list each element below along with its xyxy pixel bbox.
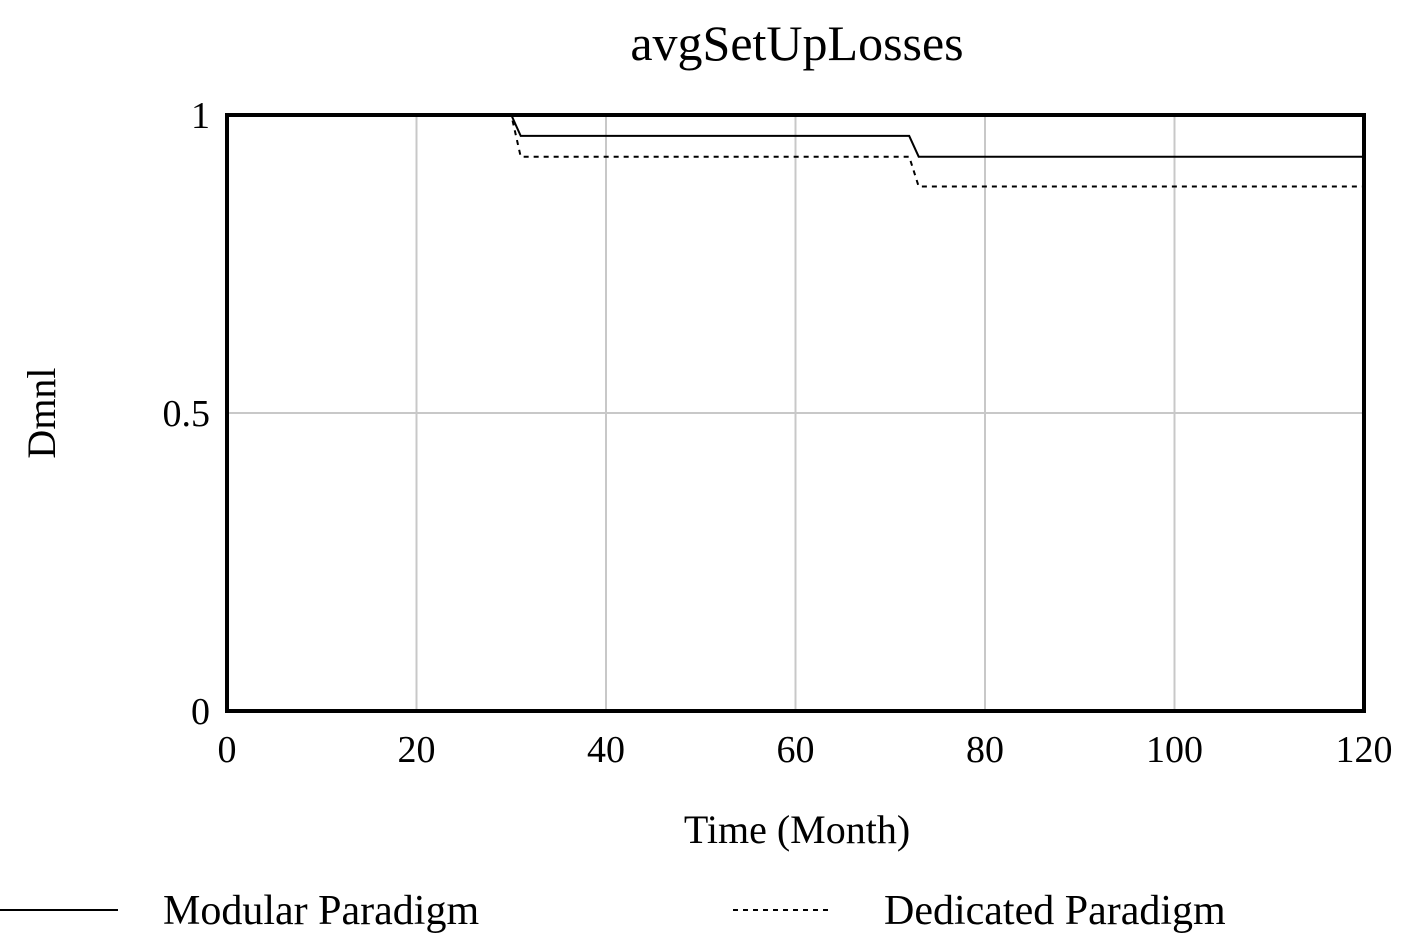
y-tick-label: 0.5 <box>163 393 211 435</box>
legend-label: Dedicated Paradigm <box>884 888 1226 934</box>
y-axis-label: Dmnl <box>19 367 64 458</box>
x-tick-label: 100 <box>1146 729 1203 771</box>
x-tick-label: 0 <box>218 729 237 771</box>
legend-label: Modular Paradigm <box>163 888 479 934</box>
x-tick-label: 80 <box>966 729 1004 771</box>
x-tick-label: 120 <box>1336 729 1393 771</box>
plot-frame <box>225 113 1366 713</box>
x-tick-label: 20 <box>398 729 436 771</box>
y-axis-ticks: 00.51 <box>163 95 211 733</box>
x-axis-label: Time (Month) <box>684 807 910 852</box>
y-tick-label: 0 <box>191 691 210 733</box>
x-tick-label: 40 <box>587 729 625 771</box>
y-tick-label: 1 <box>191 95 210 137</box>
x-tick-label: 60 <box>777 729 815 771</box>
legend: Modular Paradigm Dedicated Paradigm <box>0 888 1226 934</box>
series-line-dedicated-paradigm <box>227 114 1364 188</box>
grid-lines <box>227 115 1364 711</box>
x-axis-ticks: 0 20 40 60 80 100 120 <box>218 729 1393 771</box>
chart-title: avgSetUpLosses <box>630 15 963 71</box>
